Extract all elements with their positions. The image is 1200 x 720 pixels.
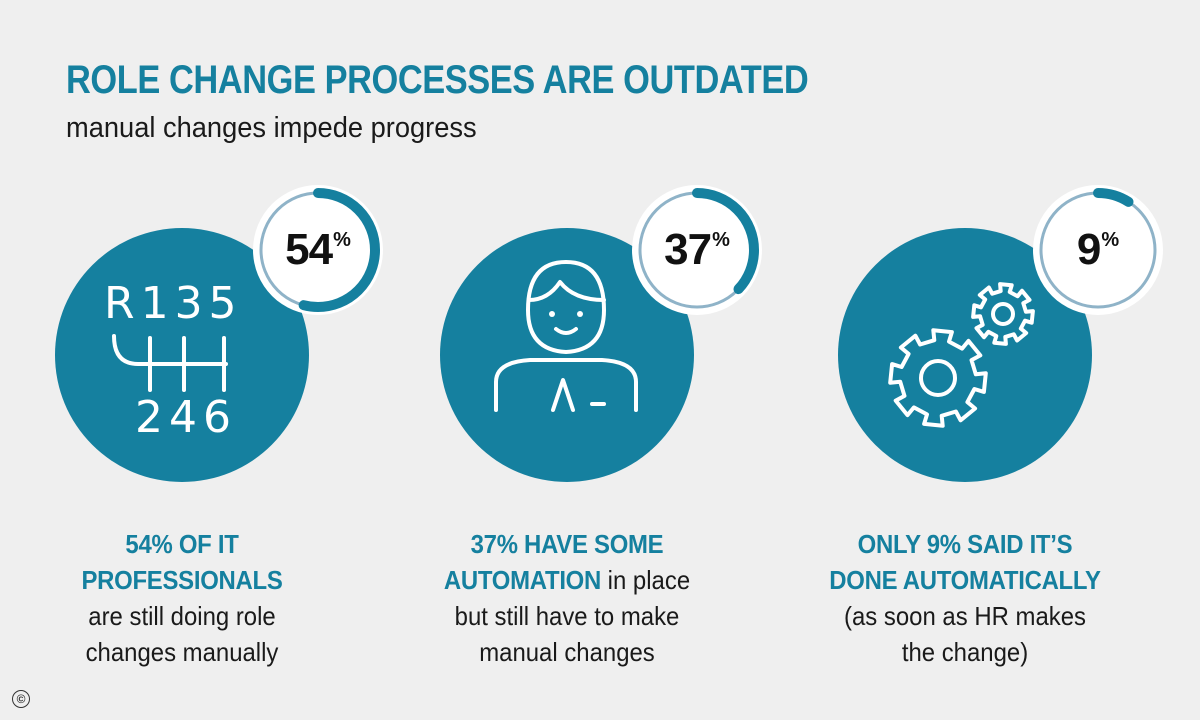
caption-highlight: AUTOMATION xyxy=(443,565,602,595)
copyright-icon: © xyxy=(12,690,30,708)
caption-line: but still have to make xyxy=(406,598,728,634)
gears-icon xyxy=(888,282,1035,428)
caption-line: (as soon as HR makes xyxy=(804,598,1126,634)
caption-line: 37% HAVE SOME xyxy=(406,526,728,562)
gauge-unit: % xyxy=(1101,229,1120,251)
gauge-arc xyxy=(256,188,380,312)
gauge-arc xyxy=(635,188,759,312)
stat-circle xyxy=(838,228,1092,482)
caption-text: changes manually xyxy=(85,637,279,667)
caption-highlight: 54% OF IT xyxy=(125,529,239,559)
stat-caption: 54% OF IT PROFESSIONALS are still doing ro… xyxy=(22,526,342,670)
page-title: ROLE CHANGE PROCESSES ARE OUTDATED xyxy=(66,58,809,102)
gauge-value-label: 54% xyxy=(268,228,368,272)
gauge-arc xyxy=(1036,188,1160,312)
caption-line: are still doing role xyxy=(35,598,329,634)
caption-line: manual changes xyxy=(406,634,728,670)
gauge-unit: % xyxy=(333,229,351,251)
stat-caption: ONLY 9% SAID IT’S DONE AUTOMATICALLY (as s… xyxy=(790,526,1140,670)
gear-shift-icon: R135 246 xyxy=(104,278,243,443)
caption-text: in place xyxy=(601,565,691,595)
caption-highlight: PROFESSIONALS xyxy=(81,565,283,595)
gauge-disc xyxy=(253,185,383,315)
caption-highlight: ONLY 9% SAID IT’S xyxy=(857,529,1073,559)
gauge-value: 54 xyxy=(285,225,333,274)
gauge-value: 37 xyxy=(664,225,712,274)
caption-line: changes manually xyxy=(35,634,329,670)
caption-text: the change) xyxy=(901,637,1029,667)
gauge-value-label: 37% xyxy=(647,228,747,272)
stat-caption: 37% HAVE SOME AUTOMATION in place but stil… xyxy=(392,526,742,670)
svg-text:246: 246 xyxy=(135,392,237,443)
caption-text: are still doing role xyxy=(88,601,276,631)
caption-highlight: 37% HAVE SOME xyxy=(470,529,664,559)
gauge-disc xyxy=(632,185,762,315)
caption-text: manual changes xyxy=(479,637,655,667)
caption-line: 54% OF IT xyxy=(35,526,329,562)
caption-line: DONE AUTOMATICALLY xyxy=(804,562,1126,598)
person-icon xyxy=(494,260,638,412)
caption-line: ONLY 9% SAID IT’S xyxy=(804,526,1126,562)
gauge-value-label: 9% xyxy=(1048,228,1148,272)
svg-text:R135: R135 xyxy=(104,278,243,329)
stat-circle xyxy=(440,228,694,482)
caption-line: the change) xyxy=(804,634,1126,670)
gauge-unit: % xyxy=(712,229,730,251)
caption-highlight: DONE AUTOMATICALLY xyxy=(829,565,1101,595)
caption-text: but still have to make xyxy=(454,601,680,631)
caption-line: PROFESSIONALS xyxy=(35,562,329,598)
caption-text: (as soon as HR makes xyxy=(844,601,1086,631)
gauge-disc xyxy=(1033,185,1163,315)
gauge-value: 9 xyxy=(1076,225,1102,274)
page-subtitle: manual changes impede progress xyxy=(66,112,477,144)
caption-line: AUTOMATION in place xyxy=(406,562,728,598)
